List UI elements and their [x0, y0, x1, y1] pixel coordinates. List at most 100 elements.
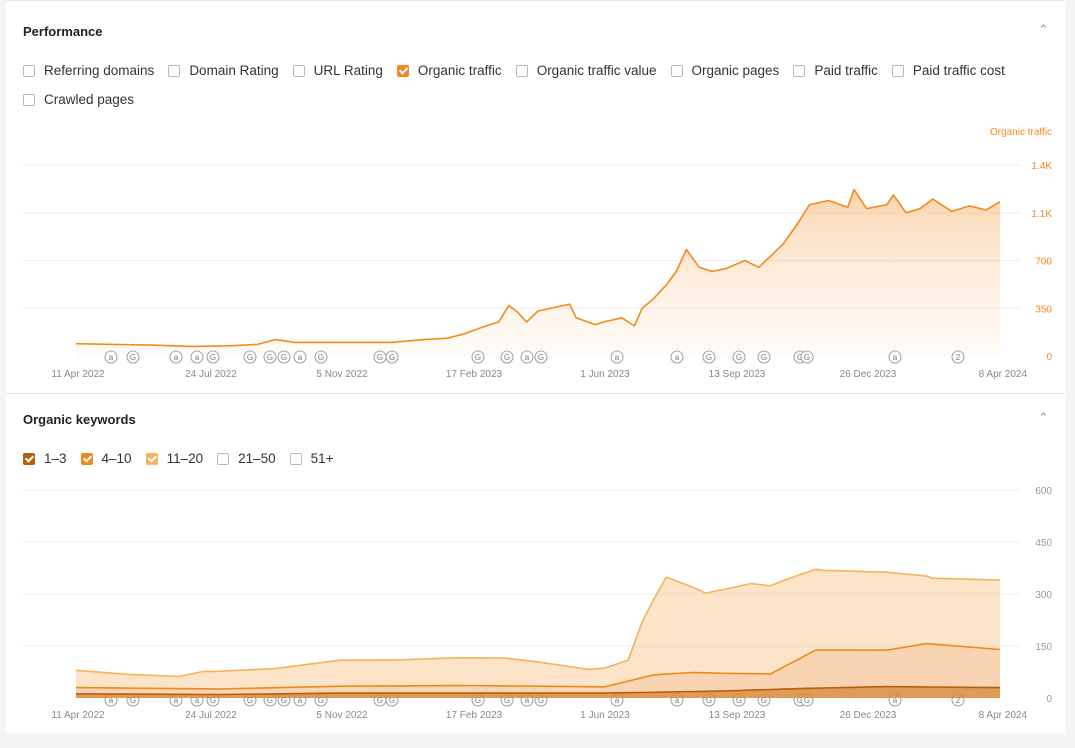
checkbox[interactable] [23, 452, 35, 465]
x-tick-label: 5 Nov 2022 [316, 369, 368, 380]
x-tick-label: 24 Jul 2022 [185, 369, 237, 380]
top-border [6, 0, 1065, 1]
performance-metric-options-row2: Crawled pages [23, 92, 148, 107]
checkbox[interactable] [23, 93, 35, 106]
option-51[interactable]: 51+ [289, 451, 334, 466]
x-tick-label: 1 Jun 2023 [580, 710, 630, 721]
annotation-marker-label: G [318, 696, 324, 705]
option-label: Paid traffic [814, 63, 878, 78]
option-referring-domains[interactable]: Referring domains [23, 63, 154, 78]
option-4-10[interactable]: 4–10 [80, 451, 132, 466]
option-organic-traffic[interactable]: Organic traffic [396, 63, 502, 78]
annotation-marker-label: G [736, 353, 742, 362]
x-tick-label: 11 Apr 2022 [51, 369, 105, 380]
x-tick-label: 8 Apr 2024 [979, 369, 1028, 380]
annotation-marker-label: G [210, 353, 216, 362]
keywords-position-options: 1–3 4–10 11–20 21–50 51+ [23, 451, 348, 466]
checkbox[interactable] [80, 452, 93, 465]
checkbox[interactable] [292, 64, 305, 77]
checkbox[interactable] [168, 64, 181, 77]
x-tick-label: 17 Feb 2023 [446, 710, 503, 721]
organic-keywords-chart: 0 150 300 450 600 11 Apr 2022 24 Jul 2022 5 Nov… [23, 486, 1052, 721]
annotation-marker-label: G [736, 696, 742, 705]
option-label: 21–50 [238, 451, 276, 466]
option-crawled-pages[interactable]: Crawled pages [23, 92, 134, 107]
annotation-marker-label: a [195, 353, 200, 362]
annotation-marker-label: a [174, 696, 179, 705]
annotation-marker-label: G [504, 696, 510, 705]
collapse-keywords-chevron-icon[interactable]: ⌃ [1038, 410, 1049, 425]
annotation-marker-label: G [389, 353, 395, 362]
checkbox[interactable] [145, 452, 158, 465]
checkbox[interactable] [670, 64, 683, 77]
x-tick-label: 24 Jul 2022 [185, 710, 237, 721]
annotation-marker-label: G [318, 353, 324, 362]
annotation-marker-label: a [615, 353, 620, 362]
annotation-marker-label: G [389, 696, 395, 705]
checkbox[interactable] [793, 64, 806, 77]
y-tick-label: 0 [1046, 352, 1052, 363]
option-label: Paid traffic cost [912, 63, 1005, 78]
option-21-50[interactable]: 21–50 [217, 451, 276, 466]
annotation-marker-label: a [675, 353, 680, 362]
keywords-title: Organic keywords [23, 412, 136, 427]
x-tick-label: 8 Apr 2024 [979, 710, 1028, 721]
keywords-line-1-3[interactable] [75, 685, 1001, 696]
checkbox[interactable] [396, 64, 409, 77]
checkbox[interactable] [217, 452, 230, 465]
checkbox[interactable] [515, 64, 528, 77]
y-tick-label: 1.1K [1031, 209, 1052, 220]
annotation-marker-label: G [475, 696, 481, 705]
option-11-20[interactable]: 11–20 [145, 451, 204, 466]
x-tick-label: 1 Jun 2023 [580, 369, 630, 380]
annotation-marker-label: G [130, 696, 136, 705]
annotation-marker-label: a [615, 696, 620, 705]
annotation-marker-label: G [267, 696, 273, 705]
annotation-marker-label: G [247, 353, 253, 362]
option-url-rating[interactable]: URL Rating [292, 63, 383, 78]
collapse-performance-chevron-icon[interactable]: ⌃ [1038, 22, 1049, 37]
annotation-marker-label: a [675, 696, 680, 705]
checkbox[interactable] [289, 452, 302, 465]
performance-chart: Organic traffic 0 350 700 1.1K 1.4K 11 Apr 202… [23, 127, 1052, 380]
option-paid-traffic[interactable]: Paid traffic [793, 63, 878, 78]
annotation-marker-label: a [893, 353, 898, 362]
keywords-line-4-10[interactable] [75, 642, 1001, 690]
annotation-marker-label: G [761, 696, 767, 705]
annotation-marker-label: G [706, 696, 712, 705]
y-tick-label: 0 [1046, 694, 1052, 705]
keywords-line-11-20[interactable] [75, 568, 1001, 678]
performance-metric-options: Referring domains Domain Rating URL Rating… [23, 63, 1019, 78]
annotation-marker-label: G [538, 353, 544, 362]
organic-traffic-line[interactable] [75, 188, 1001, 348]
option-organic-traffic-value[interactable]: Organic traffic value [515, 63, 657, 78]
checkbox[interactable] [891, 64, 904, 77]
option-paid-traffic-cost[interactable]: Paid traffic cost [891, 63, 1005, 78]
x-tick-label: 11 Apr 2022 [51, 710, 105, 721]
y-tick-label: 600 [1035, 486, 1052, 497]
option-domain-rating[interactable]: Domain Rating [168, 63, 279, 78]
performance-title: Performance [23, 24, 103, 39]
annotation-marker-label: G [504, 353, 510, 362]
option-label: 51+ [310, 451, 334, 466]
organic-traffic-area [76, 189, 1000, 356]
annotation-marker-label: a [298, 696, 303, 705]
annotation-marker-label: a [109, 696, 114, 705]
option-1-3[interactable]: 1–3 [23, 451, 67, 466]
option-organic-pages[interactable]: Organic pages [670, 63, 779, 78]
x-tick-label: 5 Nov 2022 [316, 710, 368, 721]
annotation-marker-label: G [538, 696, 544, 705]
option-label: 11–20 [166, 451, 204, 466]
annotation-marker-label: G [475, 353, 481, 362]
annotation-marker-label: a [174, 353, 179, 362]
option-label: Referring domains [44, 63, 155, 78]
option-label: Organic traffic value [536, 63, 657, 78]
option-label: 1–3 [44, 451, 67, 466]
annotation-marker-label: G [130, 353, 136, 362]
y-tick-label: 150 [1035, 642, 1052, 653]
x-tick-label: 17 Feb 2023 [446, 369, 503, 380]
annotation-marker-label: G [377, 696, 383, 705]
option-label: URL Rating [313, 63, 383, 78]
annotation-marker-label: a [195, 696, 200, 705]
checkbox[interactable] [23, 64, 35, 77]
